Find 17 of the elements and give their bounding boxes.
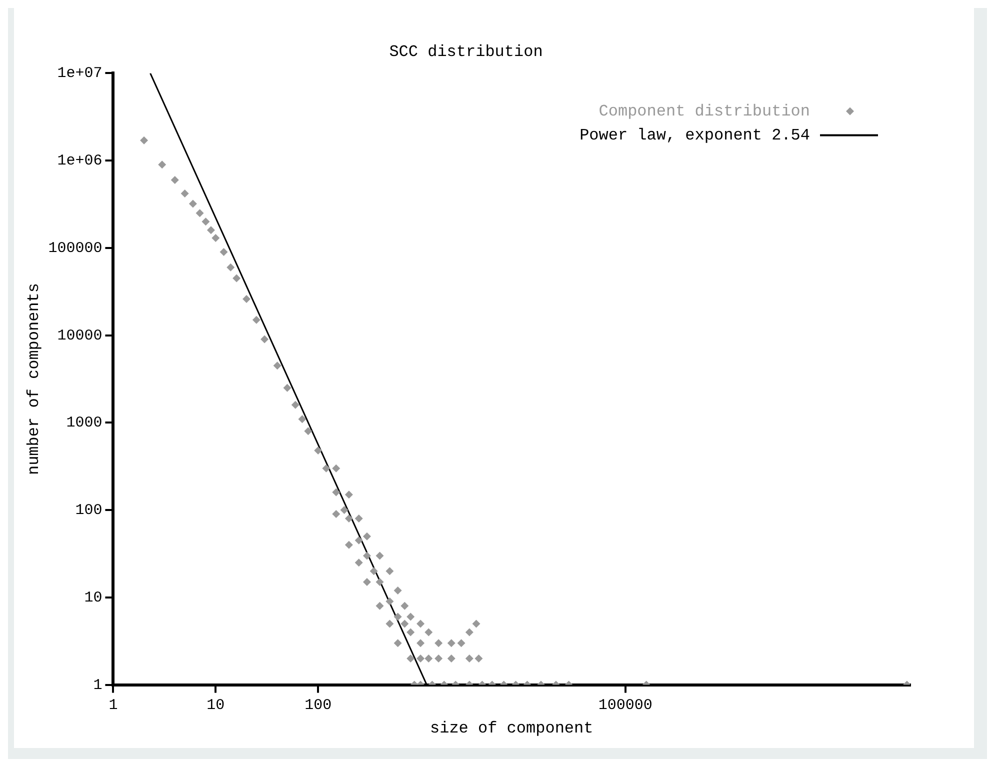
- y-tick-label: 10: [84, 589, 102, 606]
- chart-title: SCC distribution: [389, 42, 543, 61]
- legend-label: Component distribution: [598, 102, 810, 120]
- y-tick-label: 1e+07: [57, 65, 102, 82]
- x-tick-label: 100: [304, 696, 332, 714]
- x-axis-title: size of component: [430, 720, 594, 738]
- y-axis-title: number of components: [24, 282, 43, 476]
- y-tick-label: 1e+06: [57, 152, 102, 170]
- y-tick-label: 1: [93, 676, 102, 694]
- x-tick-label: 100000: [598, 696, 652, 714]
- y-tick-label: 100: [75, 502, 102, 520]
- x-tick-label: 1: [108, 696, 118, 714]
- y-tick-label: 1000: [66, 414, 102, 432]
- x-tick-label: 10: [206, 696, 225, 714]
- legend-label: Power law, exponent 2.54: [580, 126, 810, 144]
- y-tick-label: 10000: [57, 327, 102, 344]
- y-tick-label: 100000: [48, 240, 102, 257]
